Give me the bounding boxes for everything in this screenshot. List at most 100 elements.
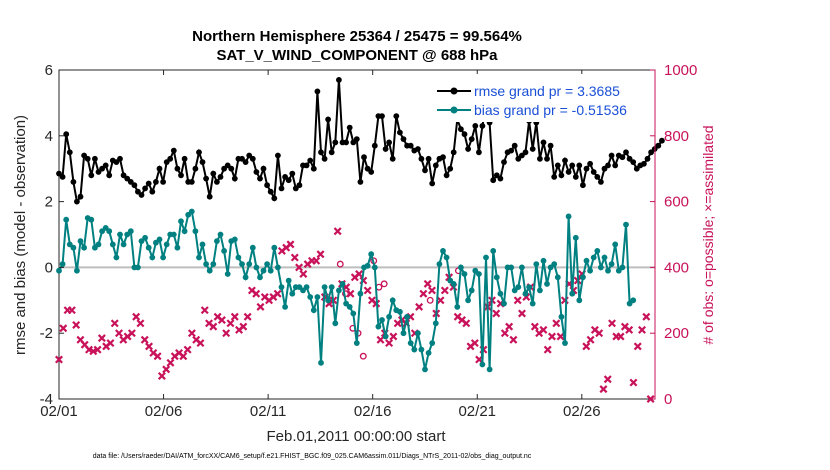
bias-point — [239, 261, 245, 267]
assimilated-marker-stroke — [187, 329, 196, 338]
rmse-point — [361, 154, 367, 161]
assimilated-marker-stroke — [367, 296, 376, 305]
assimilated-marker — [222, 329, 231, 338]
assimilated-marker-stroke — [642, 312, 651, 321]
y2-tick-label: 400 — [664, 259, 689, 276]
assimilated-marker-stroke — [625, 325, 634, 334]
bias-point — [468, 287, 475, 294]
assimilated-marker-stroke — [72, 320, 81, 329]
assimilated-marker — [629, 378, 638, 387]
assimilated-marker-stroke — [500, 329, 509, 338]
bias-point — [565, 213, 572, 220]
assimilated-marker — [599, 385, 608, 394]
bias-point — [192, 228, 199, 235]
rmse-point — [314, 88, 321, 95]
bias-point — [314, 294, 321, 300]
assimilated-marker-stroke — [209, 322, 218, 331]
assimilated-marker-stroke — [548, 332, 556, 341]
rmse-point — [422, 167, 428, 174]
assimilated-marker-stroke — [76, 335, 85, 344]
rmse-point — [407, 142, 414, 149]
bias-point — [572, 234, 579, 241]
bias-point — [594, 248, 601, 254]
rmse-point — [623, 149, 629, 156]
bias-point — [612, 241, 619, 248]
possible-marker — [336, 260, 344, 268]
assimilated-marker — [145, 342, 154, 351]
y2-tick-label: 600 — [664, 194, 689, 211]
assimilated-marker — [363, 286, 372, 295]
rmse-point — [569, 162, 576, 169]
bias-point — [375, 323, 382, 330]
bias-point — [554, 274, 561, 281]
bias-point — [601, 254, 608, 261]
assimilated-marker — [59, 324, 68, 333]
assimilated-marker-stroke — [385, 339, 394, 348]
rmse-point — [181, 155, 188, 162]
assimilated-marker — [355, 270, 364, 278]
y-tick-label: -4 — [40, 391, 53, 408]
rmse-point — [447, 165, 454, 172]
bias-point — [630, 297, 637, 304]
bias-point — [336, 287, 342, 294]
bias-point — [479, 361, 486, 368]
assimilated-marker-stroke — [590, 325, 599, 334]
rmse-point — [307, 157, 314, 164]
rmse-point — [153, 179, 159, 185]
rmse-point — [501, 159, 507, 166]
x-axis: 02/01 02/06 02/11 02/16 02/21 02/26 — [40, 70, 601, 420]
assimilated-marker — [72, 320, 81, 329]
assimilated-marker-stroke — [543, 345, 552, 354]
assimilated-marker — [513, 296, 522, 305]
bias-point — [63, 216, 70, 223]
assimilated-marker-stroke — [440, 286, 449, 295]
bias-point — [325, 297, 331, 304]
assimilated-marker-stroke — [239, 322, 248, 331]
assimilated-marker-stroke — [200, 306, 209, 315]
bias-point — [285, 277, 292, 284]
assimilated-marker-stroke — [599, 385, 608, 394]
bias-point — [221, 248, 228, 254]
rmse-point — [138, 192, 145, 198]
assimilated-marker-stroke — [252, 289, 261, 298]
assimilated-marker-stroke — [333, 227, 342, 236]
bias-point — [307, 294, 314, 300]
rmse-point — [167, 155, 174, 162]
rmse-point — [188, 179, 195, 185]
bias-point — [188, 208, 195, 215]
assimilated-marker — [166, 358, 175, 367]
rmse-point — [142, 185, 149, 192]
rmse-point — [66, 149, 73, 156]
assimilated-marker — [586, 335, 595, 344]
rmse-point — [443, 172, 450, 179]
assimilated-marker — [389, 332, 398, 341]
assimilated-marker-stroke — [140, 335, 149, 344]
bias-point — [623, 221, 629, 228]
assimilated-marker — [209, 322, 218, 331]
bias-point — [318, 359, 324, 366]
bias-point — [271, 244, 278, 251]
assimilated-marker — [226, 319, 235, 328]
rmse-point — [594, 174, 601, 180]
bias-point — [74, 267, 80, 274]
assimilated-marker — [385, 339, 394, 348]
rmse-point — [472, 123, 479, 129]
bias-point — [418, 346, 425, 353]
rmse-point — [644, 155, 651, 162]
rmse-point — [59, 174, 66, 180]
rmse-point — [565, 169, 572, 175]
y-axis-left: -4 -2 0 2 4 6 — [40, 62, 64, 408]
assimilated-marker-stroke — [539, 325, 548, 334]
assimilated-marker — [183, 345, 192, 354]
y2-tick-label: 200 — [664, 325, 689, 342]
assimilated-marker-stroke — [106, 339, 115, 348]
assimilated-marker-stroke — [205, 319, 214, 328]
bias-point — [156, 236, 163, 243]
bias-point — [583, 257, 590, 264]
bias-point — [411, 346, 418, 353]
bias-point — [160, 254, 167, 261]
rmse-point — [572, 174, 579, 180]
bias-point — [178, 218, 184, 225]
rmse-point — [468, 136, 475, 143]
assimilated-marker — [608, 319, 617, 328]
